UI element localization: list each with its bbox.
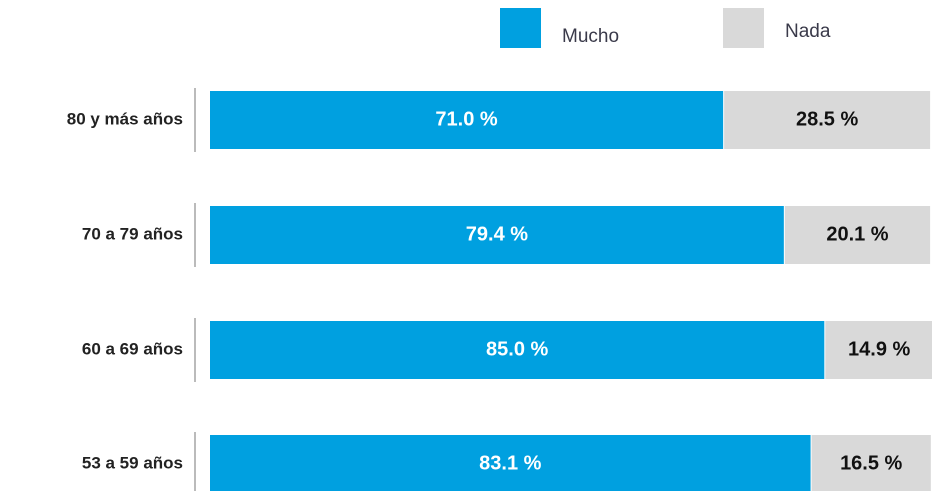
value-label: 79.4 % bbox=[466, 223, 528, 245]
legend-swatch bbox=[500, 8, 541, 48]
bar-segment bbox=[811, 435, 931, 491]
bar-segment bbox=[784, 206, 931, 264]
legend-swatch bbox=[723, 8, 764, 48]
value-label: 14.9 % bbox=[848, 338, 910, 360]
bar-segment bbox=[825, 321, 932, 379]
value-label: 83.1 % bbox=[479, 452, 541, 474]
bar-segment bbox=[210, 435, 811, 491]
category-label: 80 y más años bbox=[67, 109, 183, 128]
legend-label: Nada bbox=[785, 21, 831, 42]
value-label: 85.0 % bbox=[486, 338, 548, 360]
bar-segment bbox=[210, 206, 784, 264]
value-label: 16.5 % bbox=[840, 452, 902, 474]
value-label: 20.1 % bbox=[826, 223, 888, 245]
value-label: 71.0 % bbox=[435, 108, 497, 130]
category-label: 70 a 79 años bbox=[82, 224, 183, 243]
bar-segment bbox=[210, 321, 825, 379]
legend-label: Mucho bbox=[562, 26, 619, 47]
bar-segment bbox=[210, 91, 724, 149]
bar-segment bbox=[724, 91, 931, 149]
value-label: 28.5 % bbox=[796, 108, 858, 130]
category-label: 53 a 59 años bbox=[82, 453, 183, 472]
category-label: 60 a 69 años bbox=[82, 339, 183, 358]
